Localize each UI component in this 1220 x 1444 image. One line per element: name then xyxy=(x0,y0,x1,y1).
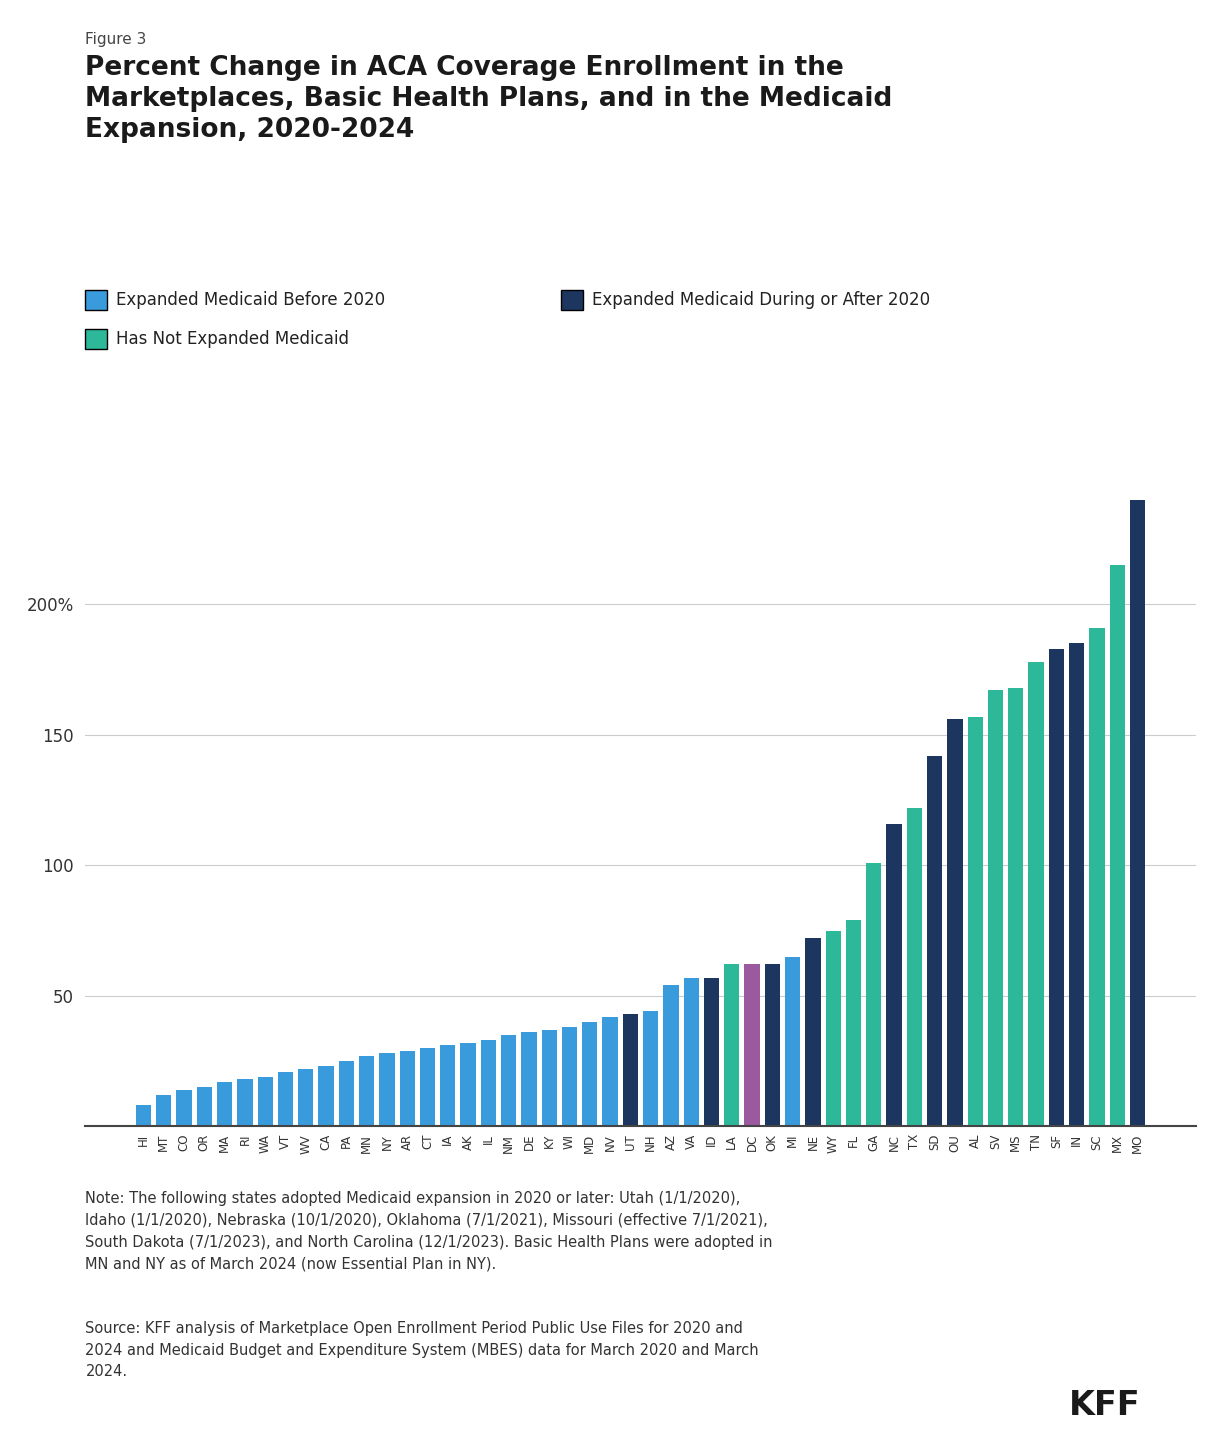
Bar xyxy=(704,978,719,1126)
Bar xyxy=(217,1082,232,1126)
Bar xyxy=(683,978,699,1126)
Bar xyxy=(826,930,841,1126)
Bar xyxy=(927,755,942,1126)
Text: Has Not Expanded Medicaid: Has Not Expanded Medicaid xyxy=(116,331,349,348)
Bar xyxy=(1069,644,1085,1126)
Bar xyxy=(521,1032,537,1126)
Bar xyxy=(582,1022,598,1126)
Bar xyxy=(440,1045,455,1126)
Bar xyxy=(744,965,760,1126)
Bar xyxy=(298,1069,314,1126)
Bar xyxy=(664,985,678,1126)
Bar xyxy=(1008,687,1024,1126)
Bar xyxy=(359,1056,375,1126)
Bar xyxy=(765,965,780,1126)
Bar xyxy=(196,1087,212,1126)
Bar xyxy=(643,1011,659,1126)
Bar xyxy=(906,807,922,1126)
Bar xyxy=(318,1066,333,1126)
Bar xyxy=(400,1051,415,1126)
Text: Expanded Medicaid During or After 2020: Expanded Medicaid During or After 2020 xyxy=(592,292,930,309)
Bar xyxy=(725,965,739,1126)
Bar xyxy=(257,1077,273,1126)
Text: Figure 3: Figure 3 xyxy=(85,32,146,46)
Bar xyxy=(1028,661,1043,1126)
Bar xyxy=(1049,648,1064,1126)
Text: Source: KFF analysis of Marketplace Open Enrollment Period Public Use Files for : Source: KFF analysis of Marketplace Open… xyxy=(85,1321,759,1379)
Text: KFF: KFF xyxy=(1069,1389,1141,1422)
Bar xyxy=(967,716,983,1126)
Bar xyxy=(948,719,963,1126)
Bar xyxy=(460,1043,476,1126)
Bar xyxy=(1110,565,1125,1126)
Bar xyxy=(988,690,1003,1126)
Bar xyxy=(339,1061,354,1126)
Bar xyxy=(156,1095,171,1126)
Bar xyxy=(238,1079,253,1126)
Bar xyxy=(542,1030,556,1126)
Bar xyxy=(1089,628,1104,1126)
Text: Note: The following states adopted Medicaid expansion in 2020 or later: Utah (1/: Note: The following states adopted Medic… xyxy=(85,1191,773,1271)
Bar xyxy=(805,939,821,1126)
Text: Expanded Medicaid Before 2020: Expanded Medicaid Before 2020 xyxy=(116,292,386,309)
Bar xyxy=(420,1048,436,1126)
Bar xyxy=(866,862,881,1126)
Bar xyxy=(135,1106,151,1126)
Bar xyxy=(177,1090,192,1126)
Text: Percent Change in ACA Coverage Enrollment in the
Marketplaces, Basic Health Plan: Percent Change in ACA Coverage Enrollmen… xyxy=(85,55,893,143)
Bar xyxy=(562,1027,577,1126)
Bar xyxy=(784,957,800,1126)
Bar xyxy=(379,1053,394,1126)
Bar xyxy=(845,920,861,1126)
Bar xyxy=(1130,500,1146,1126)
Bar xyxy=(501,1035,516,1126)
Bar xyxy=(481,1040,497,1126)
Bar xyxy=(887,823,902,1126)
Bar xyxy=(603,1017,617,1126)
Bar xyxy=(278,1071,293,1126)
Bar xyxy=(622,1014,638,1126)
